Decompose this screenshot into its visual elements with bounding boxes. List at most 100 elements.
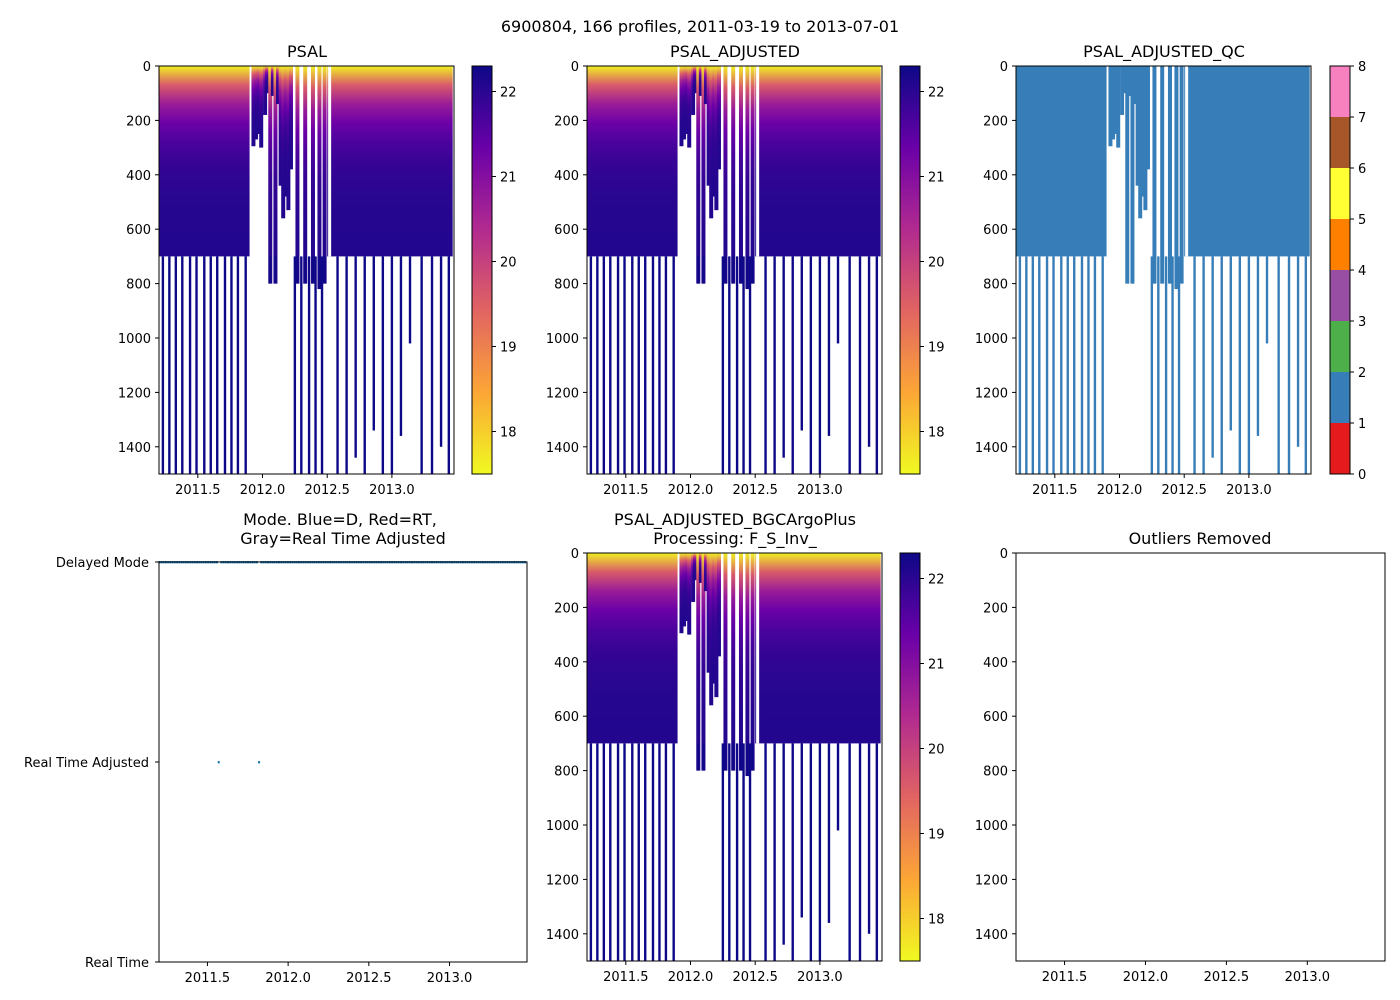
colorbar-tick-label: 22 — [928, 86, 945, 101]
deep-profile — [1247, 256, 1251, 474]
profile-column — [682, 66, 687, 140]
deep-profile — [658, 743, 661, 961]
panel-title-line-2: Gray=Real Time Adjusted — [240, 529, 446, 548]
y-tick-label: 1000 — [975, 819, 1008, 834]
y-tick-label: 1000 — [546, 819, 579, 834]
profile-block — [1016, 66, 1107, 257]
profile-column — [706, 66, 711, 186]
deep-profile — [307, 256, 311, 474]
deep-profile — [724, 256, 727, 284]
deep-profile — [1066, 256, 1069, 474]
y-tick-label: 400 — [554, 656, 579, 671]
profile-column — [716, 553, 721, 657]
profile-column — [268, 66, 273, 284]
y-tick-label: 600 — [554, 223, 579, 238]
deep-profile — [623, 256, 626, 474]
gap — [678, 553, 756, 743]
deep-profile — [858, 256, 862, 474]
plot-frame — [586, 552, 883, 962]
deep-profile — [1073, 256, 1076, 474]
y-tick-label: 0 — [1000, 60, 1008, 75]
deep-profile — [1220, 256, 1223, 474]
y-tick-label: 400 — [126, 169, 151, 184]
deep-profile — [168, 256, 171, 474]
profile-column — [295, 66, 300, 284]
deep-profile — [399, 256, 403, 436]
colorbar-tick-label: 8 — [1358, 60, 1366, 75]
x-tick-label: 2012.5 — [732, 483, 778, 498]
deep-profile — [732, 743, 735, 771]
deep-profile — [216, 256, 219, 474]
deep-profile — [672, 256, 675, 474]
deep-profile — [858, 743, 862, 961]
deep-profile — [751, 743, 754, 771]
plot-area — [587, 66, 881, 474]
panel-title-line-1: Mode. Blue=D, Red=RT, — [243, 510, 437, 529]
profile-column — [745, 553, 750, 777]
colorbar-tick-label: 18 — [500, 426, 517, 441]
deep-profile — [1018, 256, 1022, 474]
x-tick-label: 2011.5 — [603, 483, 649, 498]
plot-frame — [158, 65, 455, 475]
deep-profile — [773, 743, 776, 961]
panel-outliers: Outliers Removed 2011.5 2012.0 2012.5 2013.… — [975, 529, 1386, 985]
profile-column — [750, 66, 755, 284]
deep-profile — [616, 743, 620, 961]
missing-profile-gap — [756, 553, 760, 744]
deep-profile — [609, 743, 612, 961]
profile-column — [701, 66, 706, 284]
deep-profile — [1175, 256, 1178, 290]
colorbar-tick-label: 20 — [500, 256, 517, 271]
panel-psal: PSAL 2011.5 2012.0 2012.5 2013.0 0 200 400 600 8… — [118, 42, 517, 498]
deep-profile — [381, 256, 385, 474]
deep-profile — [721, 256, 725, 474]
y-tick-label: 600 — [126, 223, 151, 238]
x-tick-label: 2013.0 — [797, 970, 843, 985]
colorbar-tick-label: 21 — [500, 171, 517, 186]
deep-profile — [223, 256, 227, 474]
colorbar-tick-label: 3 — [1358, 315, 1366, 330]
y-tick-label: 200 — [983, 601, 1008, 616]
deep-profile — [1080, 256, 1084, 474]
deep-profile — [791, 743, 794, 961]
x-tick-label: 2012.0 — [1123, 970, 1169, 985]
x-tick-label: 2011.5 — [603, 970, 649, 985]
deep-profile — [236, 256, 240, 474]
deep-profile — [589, 743, 593, 961]
deep-profile — [818, 743, 822, 961]
deep-profile — [827, 743, 831, 923]
y-tick-label: 200 — [554, 114, 579, 129]
deep-profile — [735, 256, 739, 474]
profile-column — [684, 553, 689, 621]
profile-column — [687, 553, 692, 635]
profile-column — [684, 66, 689, 134]
colorbar-class — [1330, 372, 1350, 423]
deep-profile — [181, 256, 184, 474]
profile-column — [265, 66, 270, 94]
x-tick-label: 2012.5 — [304, 483, 350, 498]
profile-column — [1179, 66, 1184, 284]
profile-column — [286, 66, 291, 211]
deep-profile — [637, 256, 640, 474]
profile-column — [745, 66, 750, 290]
x-tick-label: 2012.0 — [1097, 483, 1143, 498]
deep-profile — [631, 743, 634, 961]
deep-profile — [697, 743, 700, 771]
colorbar-tick-label: 22 — [500, 86, 517, 101]
deep-profile — [602, 256, 606, 474]
deep-profile — [1126, 256, 1129, 284]
y-tick-label: 1200 — [975, 386, 1008, 401]
colorbar-class — [1330, 66, 1350, 117]
deep-profile — [875, 256, 879, 474]
deep-profile — [764, 743, 767, 961]
deep-profile — [1287, 256, 1291, 474]
profile-column — [288, 66, 293, 170]
deep-profile — [203, 256, 206, 474]
deep-profile — [800, 743, 803, 918]
plot-frame — [1015, 65, 1312, 475]
plot-area — [159, 66, 453, 474]
profile-column — [731, 66, 736, 284]
profile-column — [750, 553, 755, 771]
profile-column — [731, 553, 736, 771]
x-tick-label: 2012.0 — [668, 970, 714, 985]
